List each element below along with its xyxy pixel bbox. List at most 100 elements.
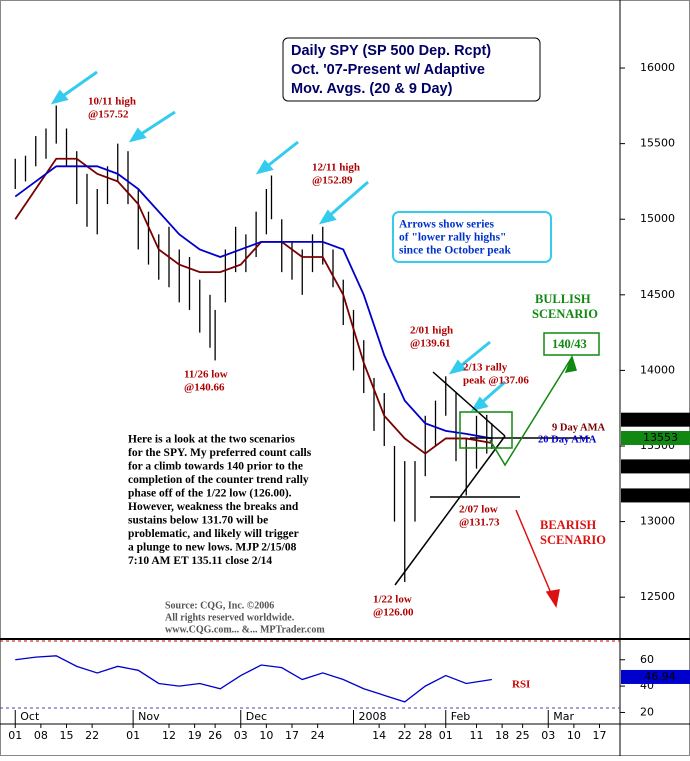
note-box bbox=[392, 211, 552, 263]
source-line: Source: CQG, Inc. ©2006 bbox=[165, 600, 274, 611]
price-flag-label: 13553 bbox=[643, 431, 678, 444]
annotation: @152.89 bbox=[312, 175, 353, 187]
price-flag bbox=[621, 488, 690, 503]
arrow-head bbox=[470, 396, 489, 412]
y-tick-label: 14000 bbox=[640, 363, 675, 376]
scenario-box bbox=[459, 411, 513, 449]
commentary-line: a plunge to new lows. MJP 2/15/08 bbox=[128, 542, 297, 554]
annotation: 10/11 high bbox=[88, 96, 136, 108]
commentary-line: 7:10 AM ET 135.11 close 2/14 bbox=[128, 555, 272, 567]
rsi-line bbox=[15, 655, 492, 703]
month-label: Mar bbox=[553, 710, 574, 723]
annotation: 12/11 high bbox=[312, 162, 360, 174]
x-tick-label: 11 bbox=[470, 729, 484, 742]
arrow-head bbox=[545, 589, 560, 608]
price-flag-label: 13674 bbox=[643, 413, 678, 426]
annotation: @126.00 bbox=[373, 607, 414, 619]
x-tick-label: 08 bbox=[34, 729, 48, 742]
commentary-line: Here is a look at the two scenarios bbox=[128, 434, 295, 446]
target-box bbox=[543, 332, 600, 356]
target-label: 140/43 bbox=[552, 337, 587, 351]
arrow-head bbox=[255, 159, 274, 175]
arrow-head bbox=[564, 354, 577, 374]
x-tick-label: 17 bbox=[285, 729, 299, 742]
annotation: 2/01 high bbox=[410, 325, 453, 337]
x-tick-label: 10 bbox=[259, 729, 273, 742]
chart-title: Mov. Avgs. (20 & 9 Day) bbox=[291, 81, 453, 97]
x-tick-label: 03 bbox=[234, 729, 248, 742]
annotation: 11/26 low bbox=[184, 369, 228, 381]
month-label: Dec bbox=[246, 710, 267, 723]
source-line: www.CQG.com... &... MPTrader.com bbox=[165, 624, 325, 635]
commentary-line: phase off of the 1/22 low (126.00). bbox=[128, 488, 292, 500]
y-tick-label: 13000 bbox=[640, 515, 675, 528]
arrow bbox=[327, 180, 369, 219]
annotation: @140.66 bbox=[184, 382, 225, 394]
commentary-line: for the SPY. My preferred count calls bbox=[128, 447, 312, 459]
chart-title: Daily SPY (SP 500 Dep. Rcpt) bbox=[291, 43, 491, 59]
y-tick-label: 60 bbox=[640, 653, 654, 666]
scenario-label: SCENARIO bbox=[532, 307, 598, 321]
price-flag bbox=[621, 459, 690, 474]
rsi-flag bbox=[621, 669, 690, 684]
ama-line bbox=[14, 165, 493, 440]
plot: 1250013000135001400014500150001550016000… bbox=[8, 61, 690, 742]
x-tick-label: 15 bbox=[60, 729, 74, 742]
x-tick-label: 14 bbox=[372, 729, 386, 742]
arrow bbox=[264, 140, 299, 170]
trend-line bbox=[394, 435, 506, 586]
title-box bbox=[282, 37, 541, 102]
x-tick-label: 10 bbox=[567, 729, 581, 742]
x-tick-label: 03 bbox=[541, 729, 555, 742]
bearish-path bbox=[515, 509, 554, 599]
arrow bbox=[137, 110, 176, 138]
source-line: All rights reserved worldwide. bbox=[165, 612, 295, 623]
arrow bbox=[59, 70, 98, 100]
commentary-line: However, weakness the breaks and bbox=[128, 501, 299, 513]
y-tick-label: 16000 bbox=[640, 61, 675, 74]
x-tick-label: 01 bbox=[439, 729, 453, 742]
legend-label: 20 Day AMA bbox=[538, 434, 597, 445]
commentary-line: for a climb towards 140 prior to the bbox=[128, 461, 303, 473]
price-flag-label: 13173 bbox=[643, 488, 678, 501]
legend-label: 9 Day AMA bbox=[552, 422, 605, 433]
x-tick-label: 17 bbox=[593, 729, 607, 742]
x-tick-label: 22 bbox=[398, 729, 412, 742]
x-tick-label: 01 bbox=[8, 729, 22, 742]
x-tick-label: 24 bbox=[311, 729, 325, 742]
annotation: 1/22 low bbox=[373, 594, 412, 606]
note: Arrows show series bbox=[399, 219, 494, 231]
y-tick-label: 14500 bbox=[640, 288, 675, 301]
x-tick-label: 12 bbox=[162, 729, 176, 742]
price-flag-label: 13365 bbox=[643, 459, 678, 472]
ama-line bbox=[14, 157, 493, 455]
x-tick-label: 26 bbox=[208, 729, 222, 742]
commentary-line: sustains below 131.70 will be bbox=[128, 515, 268, 527]
x-tick-label: 01 bbox=[126, 729, 140, 742]
price-flag bbox=[621, 412, 690, 427]
arrow bbox=[457, 340, 491, 370]
annotation: @131.73 bbox=[459, 517, 500, 529]
arrow-head bbox=[318, 209, 337, 225]
annotation: @139.61 bbox=[410, 338, 450, 350]
annotation: @157.52 bbox=[88, 109, 129, 121]
y-tick-label: 15000 bbox=[640, 212, 675, 225]
x-tick-label: 25 bbox=[516, 729, 530, 742]
y-tick-label: 15500 bbox=[640, 137, 675, 150]
arrow-head bbox=[128, 127, 147, 143]
commentary-line: completion of the counter trend rally bbox=[128, 474, 309, 486]
month-label: 2008 bbox=[359, 710, 387, 723]
annotation: peak @137.06 bbox=[463, 375, 529, 387]
chart-title: Oct. '07-Present w/ Adaptive bbox=[291, 62, 485, 78]
annotation: 2/07 low bbox=[459, 504, 498, 516]
scenario-label: SCENARIO bbox=[540, 533, 606, 547]
bullish-path bbox=[489, 356, 573, 467]
month-label: Oct bbox=[20, 710, 40, 723]
price-flag bbox=[621, 430, 690, 445]
arrow-head bbox=[448, 359, 467, 375]
y-tick-label: 20 bbox=[640, 705, 654, 718]
month-label: Feb bbox=[451, 710, 470, 723]
x-tick-label: 19 bbox=[188, 729, 202, 742]
